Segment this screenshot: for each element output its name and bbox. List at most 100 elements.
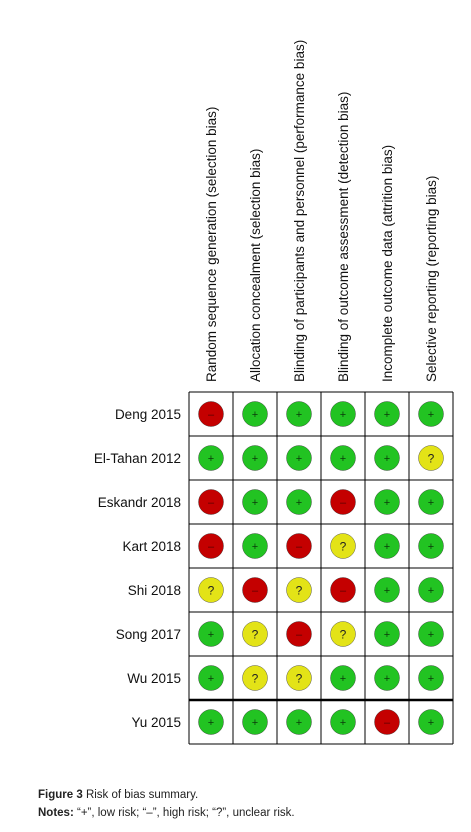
rating-low-risk-circle (242, 489, 268, 515)
rating-symbol: + (252, 541, 258, 553)
rating-symbol: – (252, 585, 259, 597)
rating-symbol: ? (252, 628, 259, 642)
notes-label: Notes: (38, 807, 74, 819)
rating-low-risk-circle (418, 665, 444, 691)
rating-symbol: + (252, 409, 258, 421)
rating-unclear-risk-circle (330, 533, 356, 559)
rating-high-risk-circle (330, 577, 356, 603)
rating-low-risk-circle (242, 533, 268, 559)
rating-symbol: + (208, 717, 214, 729)
study-label: Shi 2018 (128, 583, 181, 598)
rating-symbol: – (384, 717, 391, 729)
rating-symbol: + (384, 585, 390, 597)
rating-symbol: + (428, 717, 434, 729)
rating-unclear-risk-circle (198, 577, 224, 603)
figure-label: Figure 3 (38, 789, 83, 801)
study-label: Deng 2015 (115, 407, 181, 422)
rating-high-risk-circle (198, 533, 224, 559)
rating-symbol: + (340, 453, 346, 465)
rating-symbol: ? (296, 672, 303, 686)
domain-header-6: Selective reporting (reporting bias) (424, 176, 439, 382)
rating-unclear-risk-circle (242, 665, 268, 691)
rating-symbol: + (384, 541, 390, 553)
rating-low-risk-circle (418, 533, 444, 559)
figure-caption: Figure 3 Risk of bias summary. (38, 788, 198, 802)
rating-symbol: + (428, 585, 434, 597)
rating-symbol: ? (340, 628, 347, 642)
rating-symbol: – (208, 409, 215, 421)
rating-unclear-risk-circle (286, 577, 312, 603)
rating-low-risk-circle (374, 445, 400, 471)
rating-symbol: + (208, 453, 214, 465)
rating-high-risk-circle (198, 401, 224, 427)
rating-symbol: + (384, 453, 390, 465)
domain-header-5: Incomplete outcome data (attrition bias) (380, 145, 395, 382)
rating-symbol: + (252, 717, 258, 729)
risk-of-bias-summary-figure: Random sequence generation (selection bi… (94, 40, 454, 745)
rating-low-risk-circle (374, 577, 400, 603)
rating-symbol: – (340, 497, 347, 509)
rating-symbol: + (340, 717, 346, 729)
rating-symbol: ? (340, 540, 347, 554)
rating-symbol: + (428, 409, 434, 421)
rating-low-risk-circle (418, 401, 444, 427)
rating-low-risk-circle (374, 401, 400, 427)
rating-low-risk-circle (286, 709, 312, 735)
rating-symbol: + (384, 497, 390, 509)
rating-symbol: + (296, 717, 302, 729)
rating-low-risk-circle (286, 445, 312, 471)
study-label: Song 2017 (116, 627, 181, 642)
rating-unclear-risk-circle (330, 621, 356, 647)
rating-low-risk-circle (330, 709, 356, 735)
rating-high-risk-circle (286, 533, 312, 559)
rating-low-risk-circle (418, 621, 444, 647)
study-label: Eskandr 2018 (98, 495, 181, 510)
rating-symbol: + (252, 497, 258, 509)
rating-symbol: ? (296, 584, 303, 598)
rating-low-risk-circle (330, 665, 356, 691)
rating-low-risk-circle (374, 533, 400, 559)
rating-low-risk-circle (286, 401, 312, 427)
rating-low-risk-circle (198, 621, 224, 647)
rating-unclear-risk-circle (242, 621, 268, 647)
rating-symbol: + (208, 673, 214, 685)
study-label: Yu 2015 (131, 715, 181, 730)
rating-symbol: + (384, 673, 390, 685)
rating-symbol: + (296, 453, 302, 465)
rating-low-risk-circle (242, 445, 268, 471)
rating-symbol: ? (428, 452, 435, 466)
rating-symbol: + (208, 629, 214, 641)
rating-low-risk-circle (198, 709, 224, 735)
rating-symbol: + (296, 497, 302, 509)
rating-low-risk-circle (418, 709, 444, 735)
rating-low-risk-circle (374, 665, 400, 691)
rating-symbol: + (384, 629, 390, 641)
rating-high-risk-circle (286, 621, 312, 647)
rating-low-risk-circle (418, 577, 444, 603)
rating-high-risk-circle (198, 489, 224, 515)
figure-notes: Notes: “+”, low risk; “–”, high risk; “?… (38, 806, 295, 820)
rating-symbol: – (340, 585, 347, 597)
rating-symbol: ? (252, 672, 259, 686)
rating-low-risk-circle (286, 489, 312, 515)
rating-high-risk-circle (242, 577, 268, 603)
rating-low-risk-circle (198, 665, 224, 691)
rating-low-risk-circle (242, 709, 268, 735)
domain-header-4: Blinding of outcome assessment (detectio… (336, 92, 351, 382)
rating-symbol: – (208, 541, 215, 553)
notes-text: “+”, low risk; “–”, high risk; “?”, uncl… (76, 807, 295, 819)
rating-symbol: + (252, 453, 258, 465)
rating-low-risk-circle (418, 489, 444, 515)
rating-unclear-risk-circle (286, 665, 312, 691)
rating-low-risk-circle (242, 401, 268, 427)
rating-symbol: + (428, 629, 434, 641)
study-label: Wu 2015 (127, 671, 181, 686)
domain-header-2: Allocation concealment (selection bias) (248, 149, 263, 382)
rating-symbol: + (340, 673, 346, 685)
rating-low-risk-circle (374, 621, 400, 647)
rating-low-risk-circle (374, 489, 400, 515)
rating-unclear-risk-circle (418, 445, 444, 471)
rating-low-risk-circle (198, 445, 224, 471)
rating-symbol: – (296, 629, 303, 641)
rating-low-risk-circle (330, 401, 356, 427)
